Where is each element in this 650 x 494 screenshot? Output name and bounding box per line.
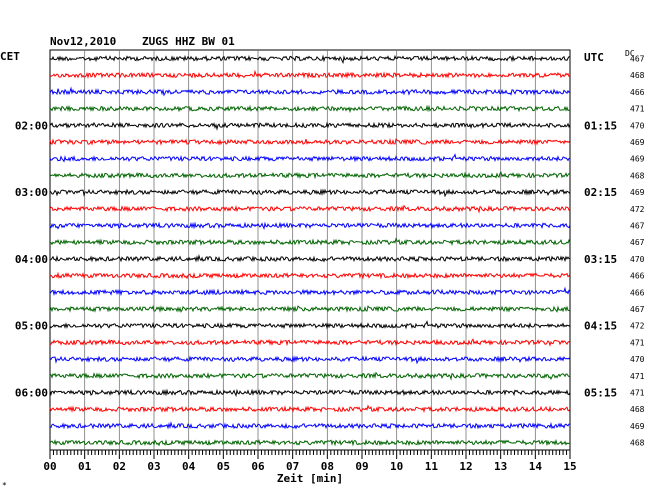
x-tick-label: 14 bbox=[529, 460, 543, 473]
left-hour-label: 04:00 bbox=[15, 253, 48, 266]
dc-value: 469 bbox=[630, 422, 645, 431]
trace-2 bbox=[49, 86, 571, 97]
dc-value: 471 bbox=[630, 372, 645, 381]
trace-3 bbox=[49, 104, 571, 114]
dc-value: 469 bbox=[630, 188, 645, 197]
x-tick-label: 06 bbox=[251, 460, 265, 473]
minute-grid bbox=[84, 50, 536, 450]
x-tick-label: 05 bbox=[217, 460, 230, 473]
header-date: Nov12,2010 bbox=[50, 35, 116, 48]
trace-6 bbox=[49, 153, 571, 163]
dc-value: 469 bbox=[630, 155, 645, 164]
left-hour-label: 05:00 bbox=[15, 320, 48, 333]
dc-value: 466 bbox=[630, 272, 645, 281]
dc-value: 466 bbox=[630, 288, 645, 297]
header-station: ZUGS HHZ BW 01 bbox=[142, 35, 235, 48]
x-tick-label: 09 bbox=[355, 460, 368, 473]
dc-value: 471 bbox=[630, 389, 645, 398]
x-tick-label: 11 bbox=[425, 460, 439, 473]
left-hour-label: 06:00 bbox=[15, 387, 48, 400]
dc-value: 468 bbox=[630, 71, 645, 80]
x-tick-label: 01 bbox=[78, 460, 92, 473]
dc-value: 469 bbox=[630, 138, 645, 147]
right-hour-label: 05:15 bbox=[584, 387, 617, 400]
trace-23 bbox=[49, 438, 571, 447]
left-timezone-label: CET bbox=[0, 50, 20, 63]
trace-1 bbox=[49, 69, 571, 80]
trace-22 bbox=[49, 421, 571, 430]
trace-15 bbox=[49, 305, 571, 313]
dc-value: 467 bbox=[630, 305, 645, 314]
footnote-mark: * bbox=[2, 481, 7, 490]
trace-0 bbox=[49, 54, 571, 65]
left-hour-label: 03:00 bbox=[15, 186, 48, 199]
dc-value: 468 bbox=[630, 171, 645, 180]
x-axis-ticks: 00 01 02 03 04 05 06 07 08 09 10 11 12 13 14 15 bbox=[43, 450, 577, 473]
trace-21 bbox=[49, 404, 571, 413]
trace-9 bbox=[49, 204, 571, 214]
dc-column-label: DC bbox=[625, 49, 635, 58]
dc-value: 470 bbox=[630, 355, 645, 364]
right-hour-label: 03:15 bbox=[584, 253, 617, 266]
right-hour-label: 01:15 bbox=[584, 119, 617, 132]
dc-value: 470 bbox=[630, 121, 645, 130]
trace-10 bbox=[49, 221, 571, 231]
trace-18 bbox=[49, 355, 571, 365]
trace-11 bbox=[49, 237, 571, 246]
x-tick-label: 13 bbox=[494, 460, 507, 473]
trace-19 bbox=[49, 371, 571, 381]
dc-value: 472 bbox=[630, 322, 645, 331]
dc-value: 467 bbox=[630, 55, 645, 64]
dc-value: 472 bbox=[630, 205, 645, 214]
dc-value: 470 bbox=[630, 255, 645, 264]
dc-value: 468 bbox=[630, 405, 645, 414]
x-tick-label: 04 bbox=[182, 460, 196, 473]
x-tick-label: 10 bbox=[390, 460, 403, 473]
x-tick-label: 03 bbox=[147, 460, 160, 473]
trace-13 bbox=[49, 271, 571, 280]
x-tick-label: 07 bbox=[286, 460, 299, 473]
x-tick-label: 12 bbox=[459, 460, 472, 473]
trace-8 bbox=[49, 188, 571, 198]
x-tick-label: 00 bbox=[43, 460, 56, 473]
right-hour-label: 02:15 bbox=[584, 186, 617, 199]
trace-16 bbox=[49, 320, 571, 330]
trace-12 bbox=[49, 254, 571, 263]
x-tick-label: 15 bbox=[563, 460, 576, 473]
trace-5 bbox=[49, 137, 571, 146]
dc-value: 471 bbox=[630, 338, 645, 347]
x-tick-label: 08 bbox=[321, 460, 334, 473]
dc-value: 471 bbox=[630, 105, 645, 114]
trace-labels: 02:00 03:00 04:00 05:00 06:00 01:15 02:15 03:15… bbox=[15, 55, 645, 448]
dc-value: 467 bbox=[630, 222, 645, 231]
left-hour-label: 02:00 bbox=[15, 119, 48, 132]
dc-value: 467 bbox=[630, 238, 645, 247]
x-tick-label: 02 bbox=[113, 460, 126, 473]
trace-17 bbox=[49, 338, 571, 347]
trace-7 bbox=[49, 171, 571, 180]
trace-14 bbox=[49, 286, 571, 297]
traces bbox=[49, 54, 571, 447]
dc-value: 468 bbox=[630, 439, 645, 448]
trace-4 bbox=[49, 121, 571, 131]
x-axis-label: Zeit [min] bbox=[277, 472, 343, 485]
dc-value: 466 bbox=[630, 88, 645, 97]
right-hour-label: 04:15 bbox=[584, 320, 617, 333]
trace-20 bbox=[49, 388, 571, 398]
right-timezone-label: UTC bbox=[584, 51, 604, 64]
